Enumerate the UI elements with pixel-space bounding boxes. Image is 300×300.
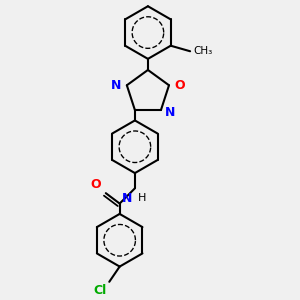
Text: CH₃: CH₃ <box>193 46 212 56</box>
Text: N: N <box>111 79 121 92</box>
Text: O: O <box>90 178 101 191</box>
Text: Cl: Cl <box>93 284 106 297</box>
Text: N: N <box>164 106 175 118</box>
Text: N: N <box>122 192 132 205</box>
Text: H: H <box>138 193 147 203</box>
Text: O: O <box>175 79 185 92</box>
